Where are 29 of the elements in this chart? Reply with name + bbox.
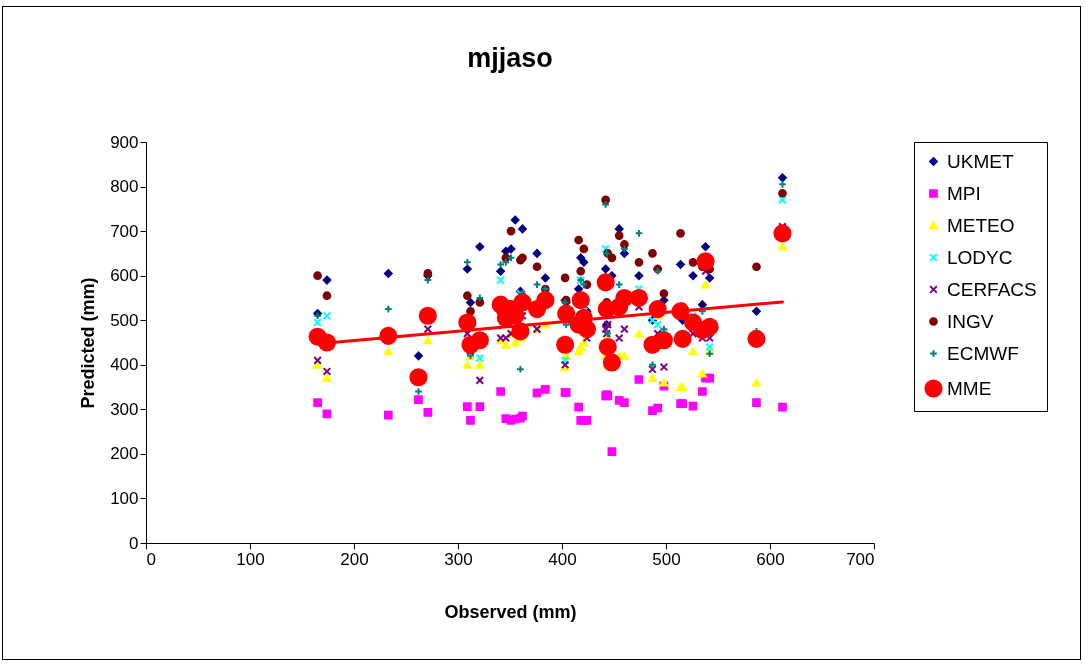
legend-label: ECMWF [947, 342, 1019, 364]
legend-label: INGV [947, 310, 994, 332]
y-axis-title: Predicted (mm) [78, 277, 99, 409]
chart-title: mjjaso [467, 43, 553, 73]
y-tick-label: 900 [110, 132, 139, 152]
x-tick-label: 200 [340, 549, 369, 569]
legend-label: UKMET [947, 150, 1014, 172]
x-tick-label: 0 [146, 549, 156, 569]
y-tick-label: 300 [110, 399, 139, 419]
x-tick-label: 600 [756, 549, 785, 569]
legend-label: METEO [947, 214, 1015, 236]
y-tick-label: 700 [110, 221, 139, 241]
x-tick-label: 100 [236, 549, 265, 569]
x-tick-label: 700 [846, 549, 875, 569]
y-tick-label: 500 [110, 310, 139, 330]
legend-label: MME [947, 377, 992, 399]
y-tick-label: 800 [110, 177, 139, 197]
y-tick-label: 400 [110, 355, 139, 375]
legend-label: MPI [947, 182, 981, 204]
y-tick-label: 200 [110, 444, 139, 464]
x-tick-label: 400 [548, 549, 577, 569]
x-axis-title: Observed (mm) [444, 601, 577, 622]
legend-label: CERFACS [947, 278, 1037, 300]
x-tick-label: 300 [444, 549, 473, 569]
y-tick-label: 600 [110, 266, 139, 286]
y-tick-label: 0 [129, 533, 139, 553]
x-tick-label: 500 [652, 549, 681, 569]
legend-label: LODYC [947, 246, 1013, 268]
y-tick-label: 100 [110, 488, 139, 508]
